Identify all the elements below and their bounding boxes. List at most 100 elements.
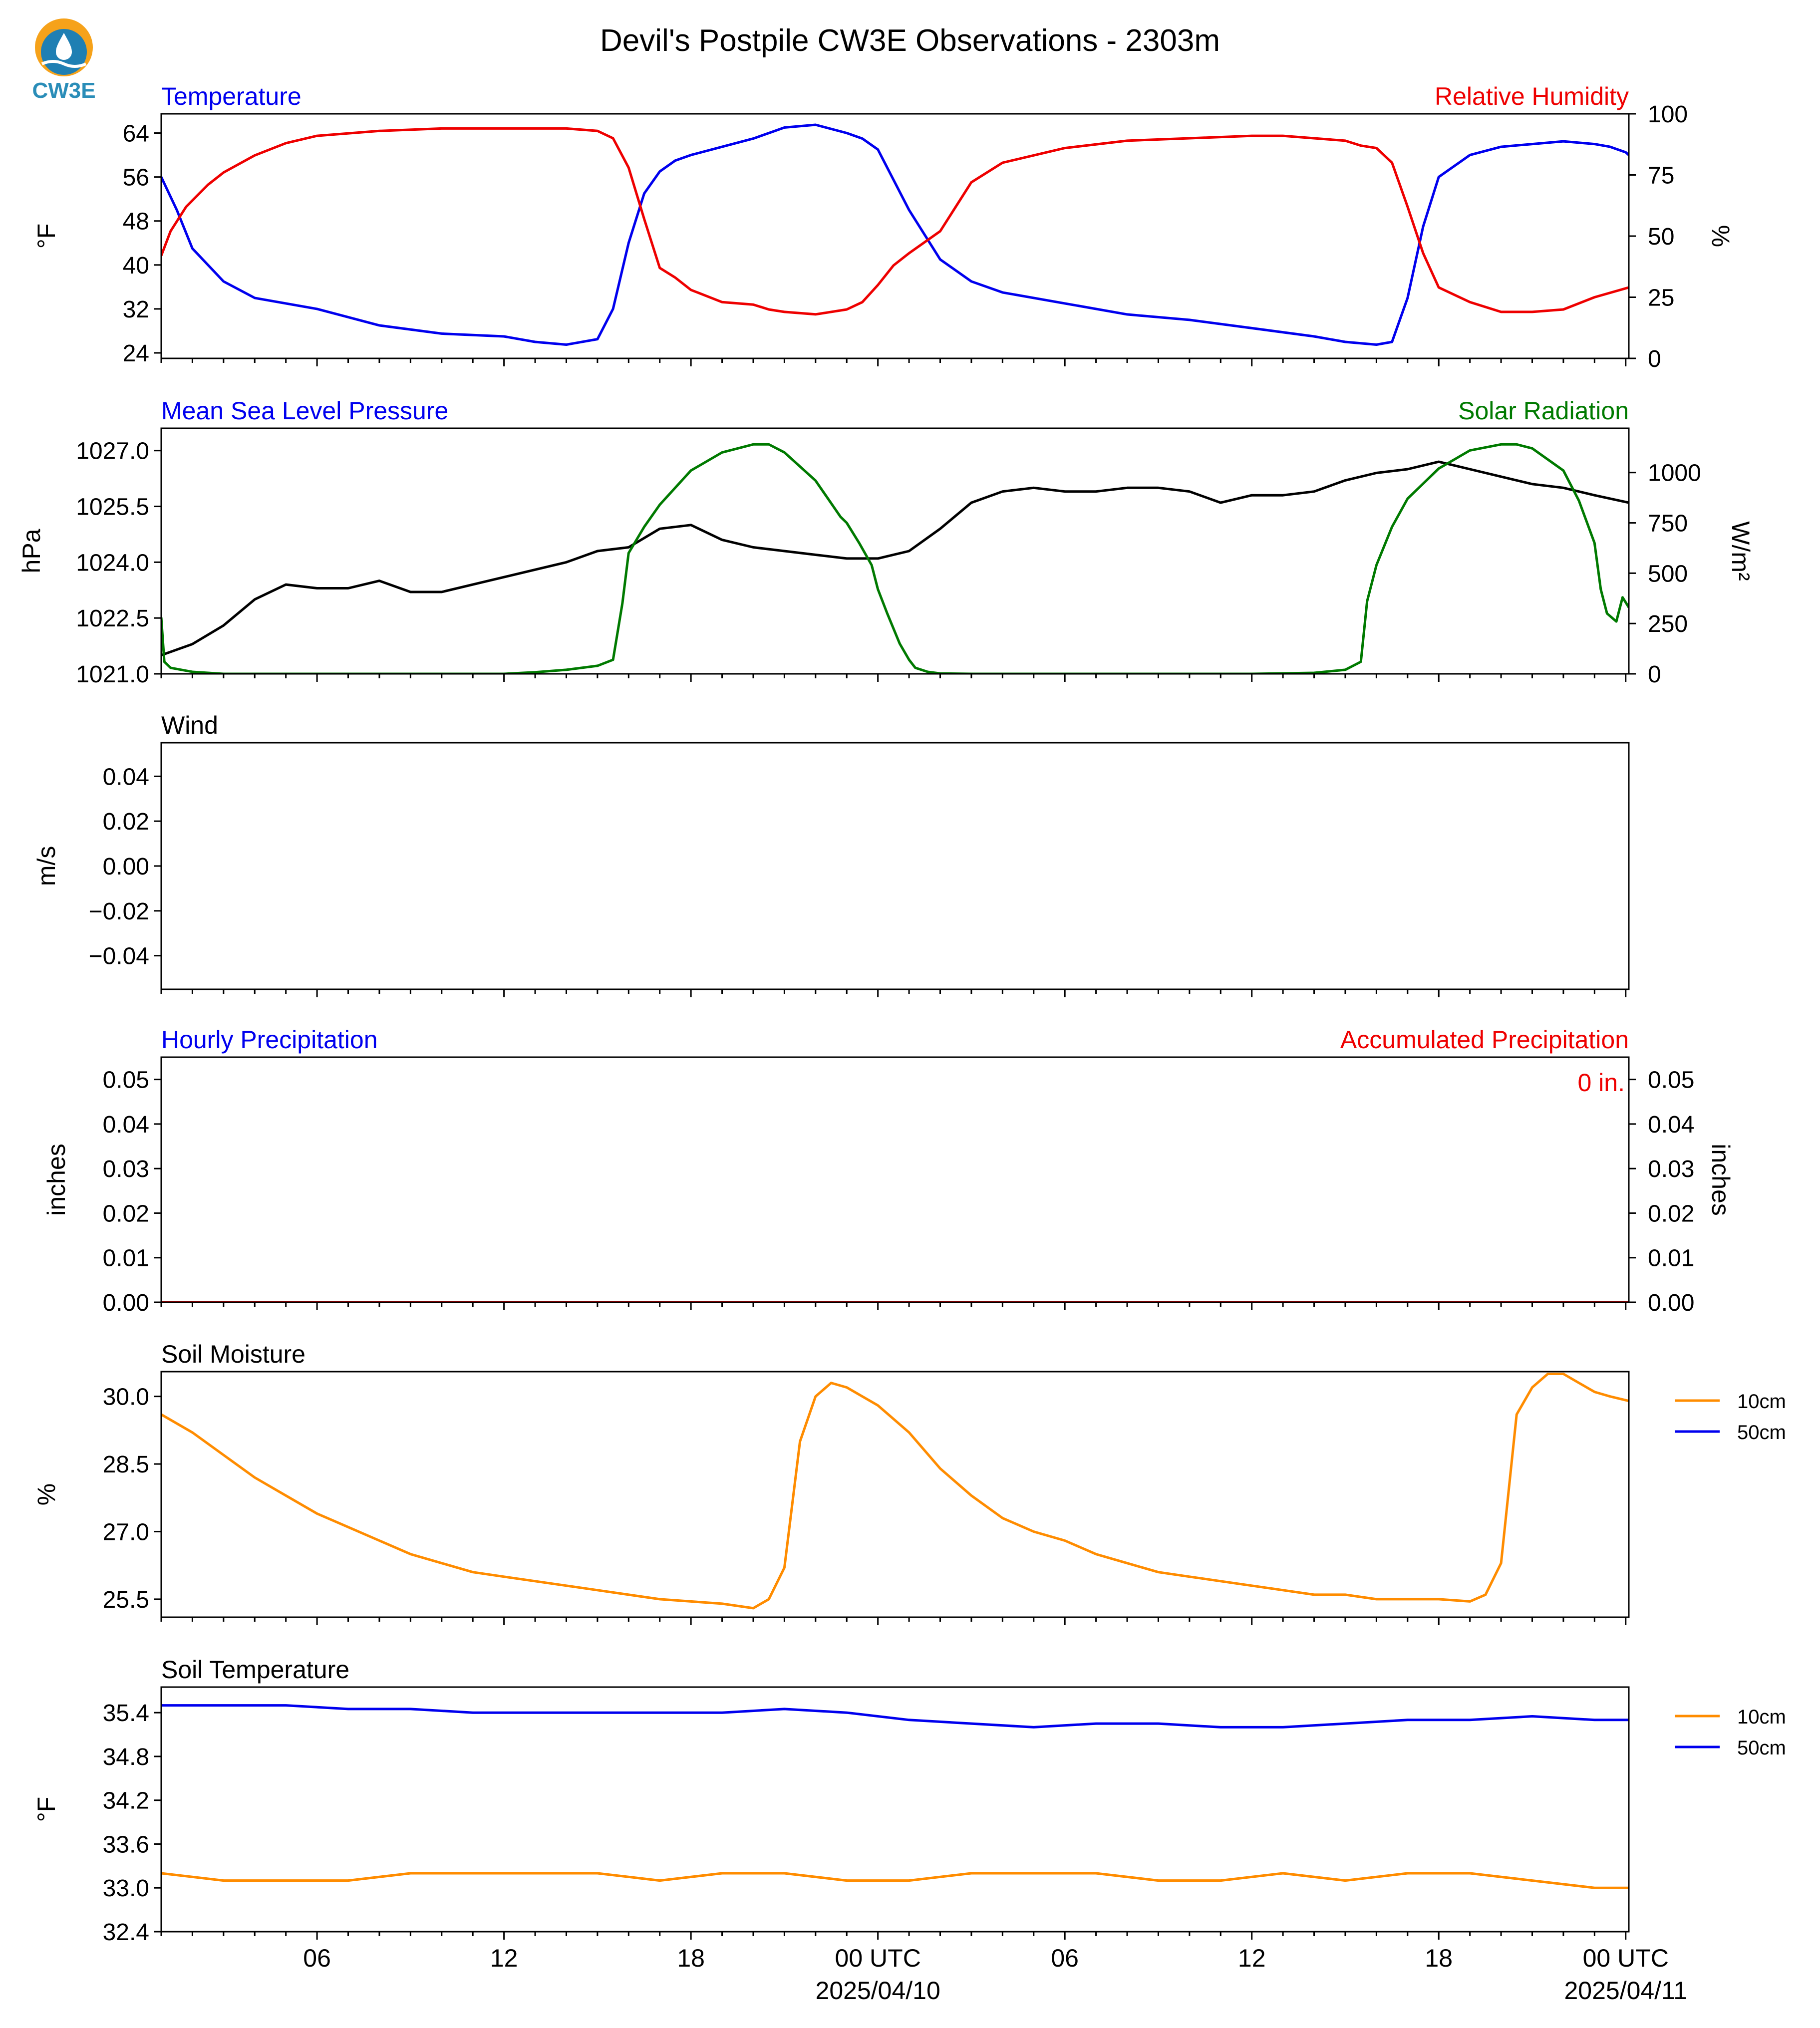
- y-tick-label: 48: [123, 209, 149, 235]
- series-line-mean-sea-level-pressure: [161, 460, 1629, 657]
- y-axis-label: °F: [32, 224, 60, 249]
- y-axis-label: inches: [42, 1144, 70, 1216]
- x-tick-label: 00 UTC: [1583, 1944, 1669, 1972]
- y-tick-label: 0.02: [103, 1200, 149, 1227]
- panel-title-left: Wind: [161, 711, 218, 739]
- y2-tick-label: 1000: [1648, 460, 1701, 487]
- y-axis-label: hPa: [17, 529, 45, 573]
- panel-title-left: Temperature: [161, 82, 302, 110]
- series-line-50cm: [161, 1704, 1629, 1729]
- panel-1: Mean Sea Level Pressure Solar Radiation 10…: [17, 397, 1755, 688]
- y-tick-label: 32: [123, 296, 149, 323]
- plot-frame: [160, 1056, 1630, 1303]
- y-tick-label: 28.5: [103, 1451, 149, 1478]
- y-tick-label: 34.8: [103, 1744, 149, 1770]
- y2-tick-label: 100: [1648, 101, 1688, 128]
- y-tick-label: 0.00: [103, 1290, 149, 1316]
- y-tick-label: 56: [123, 165, 149, 191]
- panel-title-right: Relative Humidity: [1435, 82, 1629, 110]
- x-tick-label: 18: [677, 1944, 705, 1972]
- logo-drop-icon: [56, 33, 72, 60]
- y2-tick-label: 0.00: [1648, 1290, 1694, 1316]
- panels: Temperature Relative Humidity 64 56 48 40 32 24…: [17, 82, 1786, 2005]
- panel-2: Wind 0.04 0.02 0.00 −0.02 −0.04 m/s: [32, 711, 1630, 997]
- y2-axis-label: %: [1707, 225, 1735, 247]
- panel-title-left: Soil Temperature: [161, 1656, 349, 1684]
- series-line-relative-humidity: [161, 127, 1629, 316]
- y-tick-label: 1021.0: [76, 661, 149, 688]
- y-axis-label: °F: [32, 1797, 60, 1822]
- x-tick-label: 12: [1238, 1944, 1266, 1972]
- accumulated-total-label: 0 in.: [1577, 1069, 1625, 1097]
- series-line-solar-radiation: [161, 443, 1629, 674]
- y2-tick-label: 750: [1648, 511, 1688, 537]
- y-tick-label: 0.04: [103, 1112, 149, 1138]
- x-date-label: 2025/04/11: [1564, 1977, 1687, 2005]
- y2-tick-label: 50: [1648, 224, 1674, 250]
- y2-tick-label: 75: [1648, 163, 1674, 189]
- logo-text: CW3E: [32, 78, 95, 103]
- panel-title-left: Soil Moisture: [161, 1340, 305, 1368]
- y2-tick-label: 500: [1648, 561, 1688, 587]
- panel-5: Soil Temperature 35.4 34.8 34.2 33.6 33.0 32.4…: [32, 1656, 1786, 1946]
- series-line-10cm: [161, 1872, 1629, 1889]
- y-tick-label: 64: [123, 121, 149, 147]
- panel-title-left: Hourly Precipitation: [161, 1026, 378, 1054]
- panel-3: Hourly Precipitation Accumulated Precipit…: [42, 1026, 1735, 1316]
- y2-tick-label: 0.04: [1648, 1112, 1694, 1138]
- plot-frame: [160, 113, 1630, 359]
- panel-title-right: Solar Radiation: [1458, 397, 1629, 425]
- legend-label: 10cm: [1737, 1391, 1786, 1413]
- y-tick-label: 0.04: [103, 764, 149, 790]
- y-tick-label: 0.02: [103, 809, 149, 835]
- y-tick-label: 40: [123, 253, 149, 279]
- figure-title: Devil's Postpile CW3E Observations - 230…: [600, 23, 1220, 58]
- y-tick-label: 33.0: [103, 1875, 149, 1902]
- x-tick-label: 00 UTC: [835, 1944, 921, 1972]
- y-tick-label: 0.00: [103, 854, 149, 880]
- y-tick-label: 0.03: [103, 1156, 149, 1182]
- y-tick-label: 1025.5: [76, 494, 149, 521]
- y2-tick-label: 0: [1648, 661, 1661, 688]
- series-line-temperature: [161, 123, 1629, 346]
- x-tick-label: 18: [1425, 1944, 1453, 1972]
- y-axis-label: %: [32, 1483, 60, 1505]
- y-tick-label: 25.5: [103, 1587, 149, 1613]
- y-tick-label: 1027.0: [76, 438, 149, 465]
- y-tick-label: 27.0: [103, 1519, 149, 1545]
- y-axis-label: m/s: [32, 846, 60, 886]
- panel-title-left: Mean Sea Level Pressure: [161, 397, 448, 425]
- panel-title-right: Accumulated Precipitation: [1340, 1026, 1629, 1054]
- x-tick-label: 06: [1051, 1944, 1079, 1972]
- y-tick-label: −0.02: [89, 898, 149, 925]
- y-tick-label: 30.0: [103, 1384, 149, 1411]
- y-tick-label: 24: [123, 340, 149, 367]
- cw3e-logo: CW3E: [32, 18, 96, 103]
- y2-tick-label: 0.02: [1648, 1200, 1694, 1227]
- y-tick-label: 1024.0: [76, 550, 149, 576]
- y-tick-label: −0.04: [89, 943, 149, 970]
- y-tick-label: 1022.5: [76, 605, 149, 632]
- y-tick-label: 32.4: [103, 1919, 149, 1946]
- y-tick-label: 33.6: [103, 1831, 149, 1858]
- x-tick-label: 06: [303, 1944, 331, 1972]
- y-tick-label: 0.01: [103, 1245, 149, 1272]
- legend-label: 50cm: [1737, 1737, 1786, 1759]
- plot-frame: [160, 742, 1630, 990]
- y-tick-label: 0.05: [103, 1067, 149, 1094]
- y2-tick-label: 250: [1648, 611, 1688, 637]
- x-axis: 06 12 18 00 UTC 06 12 18 00 UTC 2025/04/10 2025/0…: [303, 1944, 1687, 2005]
- series-line-10cm: [161, 1373, 1629, 1610]
- y2-tick-label: 0.01: [1648, 1245, 1694, 1272]
- y-tick-label: 35.4: [103, 1700, 149, 1727]
- x-date-label: 2025/04/10: [816, 1977, 940, 2005]
- legend-label: 50cm: [1737, 1422, 1786, 1444]
- plot-frame: [160, 1371, 1630, 1618]
- plot-frame: [160, 1686, 1630, 1933]
- x-tick-label: 12: [490, 1944, 518, 1972]
- legend-label: 10cm: [1737, 1706, 1786, 1728]
- y2-tick-label: 25: [1648, 285, 1674, 311]
- y-tick-label: 34.2: [103, 1788, 149, 1814]
